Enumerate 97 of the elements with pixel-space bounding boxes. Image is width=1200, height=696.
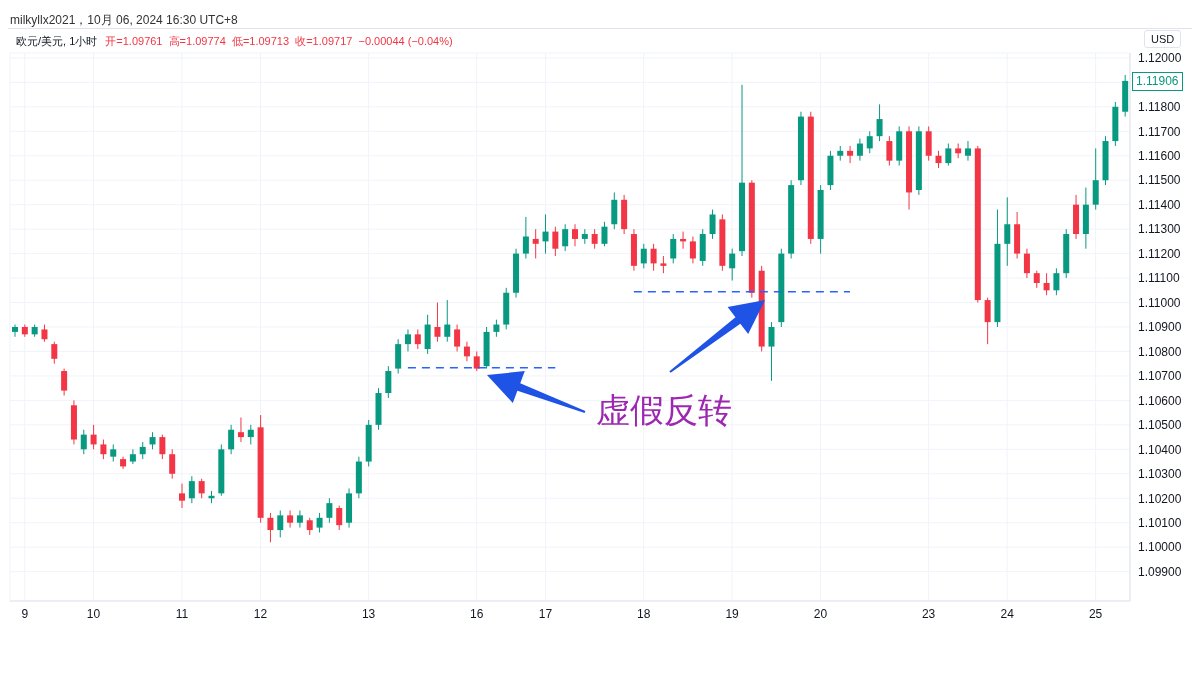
x-tick-label: 12 (253, 606, 268, 621)
x-tick-label: 24 (1000, 606, 1015, 621)
candlestick (886, 135, 893, 167)
y-tick-label: 1.10600 (1138, 393, 1182, 408)
y-tick-label: 1.11500 (1138, 173, 1181, 188)
candlestick (542, 213, 549, 255)
candlestick (414, 328, 421, 350)
y-tick-label: 1.10700 (1138, 369, 1182, 384)
y-tick-label: 1.11700 (1138, 124, 1181, 139)
candlestick (866, 130, 873, 154)
candlestick (856, 138, 863, 162)
candlestick (601, 221, 608, 247)
y-tick-label: 1.10200 (1138, 491, 1182, 506)
candlestick (336, 505, 343, 531)
candlestick (522, 216, 529, 259)
candlestick (444, 299, 451, 343)
candlestick (267, 512, 274, 543)
candlestick (473, 350, 480, 372)
x-tick-label: 16 (469, 606, 484, 621)
candlestick (1004, 196, 1011, 267)
candlestick (640, 243, 647, 269)
y-tick-label: 1.10900 (1138, 320, 1182, 335)
x-tick-label: 23 (921, 606, 936, 621)
text: 1.11906 (1132, 71, 1183, 91)
candlestick (90, 424, 97, 450)
y-tick-label: 1.11100 (1138, 271, 1180, 286)
x-tick-label: 11 (175, 606, 189, 621)
y-tick-label: 1.10500 (1138, 418, 1182, 433)
candlestick (768, 321, 775, 382)
y-tick-label: 1.10300 (1138, 467, 1182, 482)
x-tick-label: 18 (637, 606, 651, 621)
y-tick-label: 1.12000 (1138, 51, 1182, 66)
candlestick (129, 448, 136, 465)
chart-title: 欧元/美元, 1小时 (16, 35, 98, 47)
candlestick (532, 228, 539, 259)
chart-subtitle: 开=1.09761 高=1.09774 低=1.09713 收=1.09717 −0.00044 (−0.04%) (105, 35, 453, 47)
candlestick (198, 478, 205, 499)
candlestick (572, 223, 578, 247)
candlestick (12, 324, 18, 338)
x-tick-label: 13 (361, 606, 376, 621)
candlestick (454, 324, 461, 352)
candlestick (463, 341, 470, 362)
candlestick (385, 365, 392, 399)
candlestick (247, 424, 254, 445)
y-tick-label: 1.09900 (1138, 564, 1182, 579)
y-tick-label: 1.10000 (1138, 540, 1182, 555)
candlestick (591, 228, 598, 250)
x-tick-label: 25 (1088, 606, 1103, 621)
annotation: 虚假反转 (596, 390, 732, 431)
candlestick (80, 429, 87, 455)
candlestick (1023, 248, 1030, 279)
y-axis-title: USD (1144, 30, 1182, 48)
candlestick (562, 223, 569, 252)
candlestick (316, 512, 323, 533)
y-tick-label: 1.11800 (1138, 100, 1181, 115)
y-tick-label: 1.10400 (1138, 442, 1182, 457)
text: milkyllx2021，10月 06, 2024 16:30 UTC+8 (10, 12, 238, 29)
candlestick (945, 143, 952, 167)
candlestick (404, 328, 411, 352)
candlestick (709, 209, 716, 240)
y-tick-label: 1.11600 (1138, 149, 1181, 164)
candlestick (434, 302, 441, 343)
candlestick (51, 341, 58, 365)
candlestick (100, 439, 107, 460)
candlestick (179, 483, 186, 509)
y-tick-label: 1.11000 (1138, 295, 1181, 310)
y-tick-label: 1.10800 (1138, 344, 1182, 359)
x-tick-label: 10 (86, 606, 101, 621)
candlestick (326, 497, 333, 524)
candlestick (237, 417, 244, 443)
candlestick (689, 235, 696, 264)
x-tick-label: 17 (538, 606, 553, 621)
y-tick-label: 1.11400 (1138, 197, 1181, 212)
candlestick (1043, 272, 1050, 296)
candlestick (169, 448, 176, 480)
candlestick (670, 233, 677, 264)
candlestick (188, 475, 195, 504)
candlestick (159, 434, 166, 460)
y-tick-label: 1.10100 (1138, 515, 1182, 530)
candlestick (847, 145, 854, 164)
candlestick (228, 424, 235, 455)
x-tick-label: 19 (725, 606, 740, 621)
candlestick (876, 103, 883, 142)
x-tick-label: 9 (21, 606, 29, 621)
y-tick-label: 1.11200 (1138, 246, 1181, 261)
candlestick (984, 297, 991, 345)
candlestick (296, 509, 303, 529)
y-tick-label: 1.11300 (1138, 222, 1181, 237)
candlestick (729, 248, 736, 282)
candlestick (287, 509, 294, 529)
candlestick (277, 509, 284, 538)
candlestick (964, 140, 971, 162)
candlestick (1053, 267, 1060, 296)
candlestick (650, 243, 657, 272)
x-tick-label: 20 (813, 606, 828, 621)
candlestick (552, 226, 559, 257)
candlestick (61, 368, 68, 396)
